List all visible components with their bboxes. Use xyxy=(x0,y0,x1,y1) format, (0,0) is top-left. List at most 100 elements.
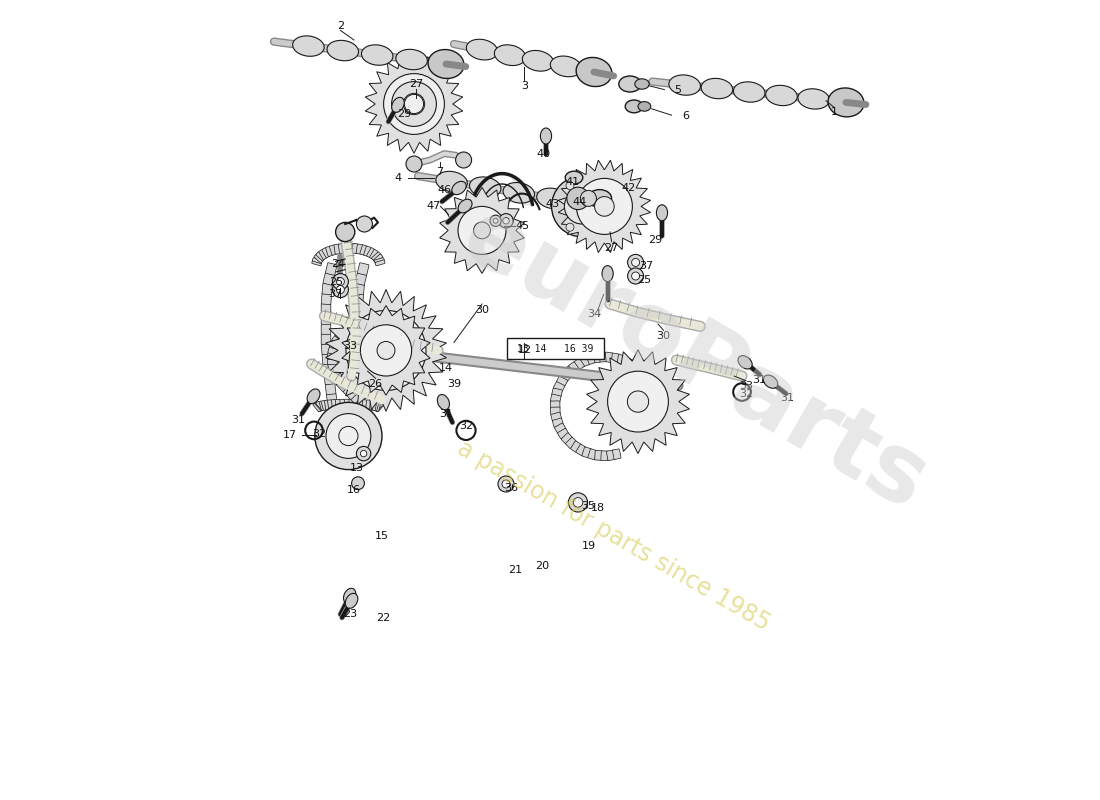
Text: 37: 37 xyxy=(329,289,343,298)
Ellipse shape xyxy=(503,182,535,203)
FancyBboxPatch shape xyxy=(359,345,367,355)
Text: 34: 34 xyxy=(587,309,601,318)
FancyBboxPatch shape xyxy=(613,449,621,459)
Circle shape xyxy=(392,82,437,126)
FancyBboxPatch shape xyxy=(353,324,363,334)
Text: 30: 30 xyxy=(475,305,490,314)
Text: 32: 32 xyxy=(739,389,754,398)
FancyBboxPatch shape xyxy=(321,314,331,324)
Ellipse shape xyxy=(392,98,405,112)
Circle shape xyxy=(498,214,514,228)
FancyBboxPatch shape xyxy=(592,353,600,363)
Circle shape xyxy=(498,476,514,492)
FancyBboxPatch shape xyxy=(356,244,363,254)
FancyBboxPatch shape xyxy=(550,394,561,403)
Circle shape xyxy=(474,222,491,238)
Ellipse shape xyxy=(362,45,393,66)
Circle shape xyxy=(332,282,349,298)
Ellipse shape xyxy=(798,89,829,109)
FancyBboxPatch shape xyxy=(552,418,563,427)
Text: 46: 46 xyxy=(438,186,451,195)
FancyBboxPatch shape xyxy=(642,378,653,388)
FancyBboxPatch shape xyxy=(364,246,371,257)
FancyBboxPatch shape xyxy=(324,374,334,385)
FancyBboxPatch shape xyxy=(359,394,370,405)
Ellipse shape xyxy=(522,50,553,71)
FancyBboxPatch shape xyxy=(353,344,361,354)
FancyBboxPatch shape xyxy=(554,423,565,434)
Ellipse shape xyxy=(734,82,764,102)
FancyBboxPatch shape xyxy=(604,352,613,362)
Text: 29: 29 xyxy=(649,235,662,245)
Ellipse shape xyxy=(452,182,466,194)
Text: 40: 40 xyxy=(537,149,551,158)
FancyBboxPatch shape xyxy=(573,358,584,370)
FancyBboxPatch shape xyxy=(575,444,586,455)
FancyBboxPatch shape xyxy=(360,245,367,255)
FancyBboxPatch shape xyxy=(352,399,359,409)
FancyBboxPatch shape xyxy=(645,383,656,394)
Circle shape xyxy=(607,371,669,432)
FancyBboxPatch shape xyxy=(354,354,364,365)
Circle shape xyxy=(564,189,600,224)
Text: 41: 41 xyxy=(565,177,580,186)
FancyBboxPatch shape xyxy=(334,244,341,254)
FancyBboxPatch shape xyxy=(322,354,332,365)
Circle shape xyxy=(573,498,583,507)
Text: 45: 45 xyxy=(515,221,529,230)
Polygon shape xyxy=(558,160,650,253)
Text: 31: 31 xyxy=(780,394,794,403)
Ellipse shape xyxy=(537,188,568,209)
FancyBboxPatch shape xyxy=(595,450,603,460)
Circle shape xyxy=(405,94,424,114)
FancyBboxPatch shape xyxy=(321,324,331,334)
Ellipse shape xyxy=(436,171,468,192)
Ellipse shape xyxy=(638,102,651,111)
Text: 29: 29 xyxy=(397,109,411,118)
Text: 26: 26 xyxy=(368,379,383,389)
Circle shape xyxy=(406,156,422,172)
Ellipse shape xyxy=(565,171,583,184)
Circle shape xyxy=(337,286,344,294)
Circle shape xyxy=(458,206,506,254)
FancyBboxPatch shape xyxy=(355,273,366,286)
FancyBboxPatch shape xyxy=(311,260,321,266)
FancyBboxPatch shape xyxy=(371,401,376,410)
FancyBboxPatch shape xyxy=(339,399,344,409)
FancyBboxPatch shape xyxy=(353,294,363,305)
Ellipse shape xyxy=(657,205,668,221)
Ellipse shape xyxy=(438,394,450,410)
Circle shape xyxy=(404,94,425,114)
Text: 7: 7 xyxy=(436,167,443,177)
Ellipse shape xyxy=(738,356,752,369)
FancyBboxPatch shape xyxy=(339,243,345,254)
FancyBboxPatch shape xyxy=(334,376,346,387)
Ellipse shape xyxy=(345,594,358,608)
Text: 13: 13 xyxy=(350,463,363,473)
Text: 18: 18 xyxy=(591,503,605,513)
Ellipse shape xyxy=(766,86,797,106)
Circle shape xyxy=(551,176,613,237)
Text: 42: 42 xyxy=(621,183,636,193)
Circle shape xyxy=(352,477,364,490)
FancyBboxPatch shape xyxy=(565,438,576,449)
FancyBboxPatch shape xyxy=(376,403,384,412)
FancyBboxPatch shape xyxy=(615,354,625,366)
FancyBboxPatch shape xyxy=(323,400,329,410)
FancyBboxPatch shape xyxy=(639,372,650,383)
FancyBboxPatch shape xyxy=(343,243,349,253)
Circle shape xyxy=(346,310,426,390)
FancyBboxPatch shape xyxy=(336,346,345,358)
FancyBboxPatch shape xyxy=(320,401,326,410)
FancyBboxPatch shape xyxy=(322,248,330,258)
FancyBboxPatch shape xyxy=(346,389,358,399)
FancyBboxPatch shape xyxy=(364,400,371,410)
FancyBboxPatch shape xyxy=(552,388,562,397)
Text: 1: 1 xyxy=(830,107,837,117)
Text: 13 14   16 39: 13 14 16 39 xyxy=(517,344,594,354)
FancyBboxPatch shape xyxy=(334,399,340,409)
FancyBboxPatch shape xyxy=(326,246,333,257)
Text: 47: 47 xyxy=(427,202,441,211)
Text: 31: 31 xyxy=(292,415,305,425)
Text: 27: 27 xyxy=(605,243,618,253)
